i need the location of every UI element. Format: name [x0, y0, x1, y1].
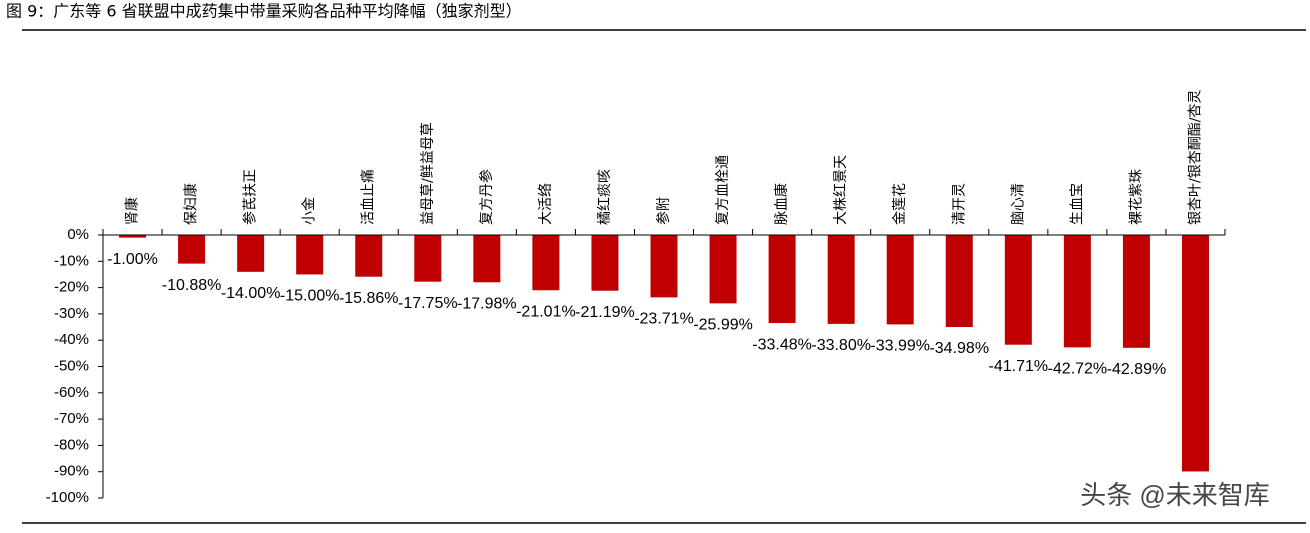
x-tick-label: 大活络	[538, 183, 554, 225]
x-tick-label: 复方血栓通	[714, 155, 731, 225]
value-label: -33.99%	[870, 338, 930, 355]
y-tick-label: -80%	[54, 436, 89, 453]
value-label: -23.71%	[634, 311, 694, 328]
bar	[945, 235, 973, 327]
value-label: -33.80%	[811, 337, 871, 354]
chart-title: 图 9：广东等 6 省联盟中成药集中带量采购各品种平均降幅（独家剂型）	[6, 2, 522, 21]
y-tick-label: -100%	[46, 489, 89, 506]
x-tick-label: 脉血康	[773, 183, 790, 225]
bar	[178, 235, 206, 264]
x-tick-label: 参附	[655, 197, 672, 225]
bar	[1004, 235, 1032, 345]
x-tick-label: 大株红景天	[833, 155, 849, 225]
y-tick-label: -90%	[54, 463, 89, 480]
value-label: -17.98%	[457, 296, 517, 313]
bar	[591, 235, 619, 291]
x-tick-label: 参芪扶正	[242, 169, 259, 225]
x-tick-label: 金莲花	[892, 183, 908, 225]
x-tick-label: 肾康	[124, 197, 141, 225]
value-label: -14.00%	[221, 285, 281, 302]
bar	[650, 235, 678, 298]
x-tick-label: 橘红痰咳	[597, 169, 613, 225]
value-label: -42.72%	[1048, 361, 1108, 378]
x-tick-label: 复方丹参	[478, 169, 495, 225]
bar	[532, 235, 560, 291]
value-label: -33.48%	[752, 336, 812, 353]
bar	[414, 235, 442, 282]
bar	[355, 235, 383, 277]
watermark: 头条 @未来智库	[1080, 480, 1270, 510]
bar	[709, 235, 737, 304]
x-tick-label: 脑心清	[1010, 183, 1026, 225]
bar	[296, 235, 324, 275]
y-tick-label: -40%	[54, 331, 89, 348]
bar	[1122, 235, 1150, 348]
y-tick-label: -20%	[54, 279, 89, 296]
y-tick-label: -70%	[54, 410, 89, 427]
value-label: -10.88%	[162, 277, 222, 294]
x-tick-label: 生血宝	[1069, 183, 1085, 225]
bar	[1063, 235, 1091, 348]
y-tick-label: 0%	[67, 226, 89, 243]
y-tick-label: -50%	[54, 357, 89, 374]
value-label: -42.89%	[1107, 361, 1167, 378]
x-tick-label: 保妇康	[183, 183, 200, 225]
bar	[473, 235, 501, 283]
value-label: -25.99%	[693, 317, 753, 334]
bar	[886, 235, 914, 325]
value-label: -1.00%	[107, 251, 158, 268]
value-label: -17.75%	[398, 295, 458, 312]
value-label: -15.00%	[280, 288, 340, 305]
bar	[1181, 235, 1209, 472]
x-tick-label: 裸花紫珠	[1128, 169, 1144, 225]
value-label: -34.98%	[929, 340, 989, 357]
x-tick-label: 益母草/鲜益母草	[420, 122, 436, 225]
value-label: -15.86%	[339, 290, 399, 307]
y-tick-label: -60%	[54, 384, 89, 401]
x-tick-label: 活血止痛	[360, 169, 377, 225]
bar	[237, 235, 265, 272]
x-tick-label: 银杏叶/银杏酮酯/杏灵	[1187, 90, 1203, 225]
bar	[827, 235, 855, 324]
x-tick-label: 小金	[302, 197, 318, 225]
y-tick-label: -30%	[54, 305, 89, 322]
x-tick-label: 清开灵	[951, 183, 967, 225]
y-tick-label: -10%	[54, 252, 89, 269]
value-label: -41.71%	[989, 358, 1049, 375]
bar	[119, 235, 147, 238]
bar	[768, 235, 796, 324]
value-label: -21.01%	[516, 303, 576, 320]
value-label: -21.19%	[575, 304, 635, 321]
